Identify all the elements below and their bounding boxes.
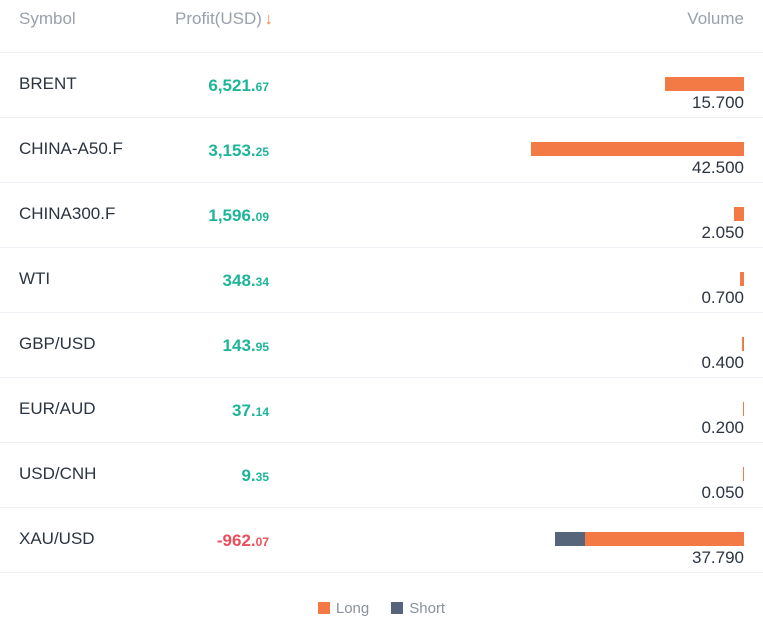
legend-short-label: Short xyxy=(409,599,446,617)
row-profit: 1,596.09 xyxy=(208,206,269,226)
row-symbol: WTI xyxy=(19,269,51,288)
long-volume-segment xyxy=(743,467,744,481)
row-symbol: BRENT xyxy=(19,74,77,93)
row-volume-value: 0.700 xyxy=(701,288,744,307)
row-volume-bar xyxy=(740,272,744,286)
row-volume-bar xyxy=(531,142,744,156)
row-profit: 37.14 xyxy=(232,401,269,421)
row-volume-value: 37.790 xyxy=(692,548,744,567)
row-profit-integer: 1,596. xyxy=(208,206,256,225)
row-profit-decimal: 34 xyxy=(255,275,269,289)
profit-volume-table: Symbol Profit(USD) ↓ Volume BRENT 6,521.67… xyxy=(0,0,763,573)
row-profit-integer: 9. xyxy=(241,466,256,485)
row-symbol: XAU/USD xyxy=(19,529,95,548)
row-symbol: USD/CNH xyxy=(19,464,97,483)
row-profit: -962.07 xyxy=(217,531,269,551)
row-volume-bar xyxy=(734,207,744,221)
row-volume-value: 42.500 xyxy=(692,158,744,177)
row-profit: 3,153.25 xyxy=(208,141,269,161)
row-profit: 143.95 xyxy=(223,336,269,356)
long-volume-segment xyxy=(734,207,744,221)
row-volume-value: 0.050 xyxy=(701,483,744,502)
row-symbol: CHINA-A50.F xyxy=(19,139,123,158)
legend-long-swatch xyxy=(317,602,330,614)
legend: Long Short xyxy=(0,598,763,618)
row-profit-decimal: 67 xyxy=(255,80,269,94)
row-profit-decimal: 95 xyxy=(255,340,269,354)
row-volume-value: 0.200 xyxy=(701,418,744,437)
row-profit-decimal: 35 xyxy=(255,470,269,484)
row-profit: 348.34 xyxy=(223,271,269,291)
row-profit: 6,521.67 xyxy=(208,76,269,96)
row-profit-decimal: 14 xyxy=(255,405,269,419)
row-profit-decimal: 09 xyxy=(255,210,269,224)
legend-short[interactable]: Short xyxy=(391,598,445,618)
row-symbol: EUR/AUD xyxy=(19,399,96,418)
table-header: Symbol Profit(USD) ↓ Volume xyxy=(0,0,763,53)
table-row[interactable]: USD/CNH 9.35 0.050 xyxy=(0,443,763,508)
long-volume-segment xyxy=(743,402,744,416)
row-volume-value: 0.400 xyxy=(701,353,744,372)
row-volume-value: 15.700 xyxy=(692,93,744,112)
row-volume-bar xyxy=(743,467,744,481)
sort-down-arrow-icon[interactable]: ↓ xyxy=(264,11,273,28)
row-volume-bar xyxy=(743,402,744,416)
long-volume-segment xyxy=(531,142,744,156)
row-symbol: GBP/USD xyxy=(19,334,96,353)
row-profit: 9.35 xyxy=(241,466,269,486)
table-row[interactable]: XAU/USD -962.07 37.790 xyxy=(0,508,763,573)
legend-long-label: Long xyxy=(335,599,370,617)
header-profit-label: Profit(USD) xyxy=(175,9,262,28)
long-volume-segment xyxy=(585,532,744,546)
short-volume-segment xyxy=(555,532,585,546)
row-profit-decimal: 07 xyxy=(255,535,269,549)
row-profit-integer: 37. xyxy=(232,401,256,420)
row-volume-bar xyxy=(742,337,744,351)
row-profit-decimal: 25 xyxy=(255,145,269,159)
row-volume-value: 2.050 xyxy=(701,223,744,242)
row-symbol: CHINA300.F xyxy=(19,204,116,223)
long-volume-segment xyxy=(665,77,744,91)
table-body: BRENT 6,521.67 15.700 CHINA-A50.F 3,153.25 42… xyxy=(0,53,763,573)
row-profit-integer: -962. xyxy=(216,531,256,550)
long-volume-segment xyxy=(740,272,744,286)
row-profit-integer: 6,521. xyxy=(208,76,256,95)
table-row[interactable]: WTI 348.34 0.700 xyxy=(0,248,763,313)
row-profit-integer: 143. xyxy=(222,336,256,355)
row-volume-bar xyxy=(555,532,744,546)
legend-long[interactable]: Long xyxy=(317,598,370,618)
row-profit-integer: 348. xyxy=(222,271,256,290)
long-volume-segment xyxy=(742,337,744,351)
header-profit-sort[interactable]: Profit(USD) ↓ xyxy=(175,9,273,29)
table-row[interactable]: BRENT 6,521.67 15.700 xyxy=(0,53,763,118)
table-row[interactable]: CHINA-A50.F 3,153.25 42.500 xyxy=(0,118,763,183)
row-profit-integer: 3,153. xyxy=(208,141,256,160)
header-symbol: Symbol xyxy=(19,9,76,28)
table-row[interactable]: EUR/AUD 37.14 0.200 xyxy=(0,378,763,443)
legend-short-swatch xyxy=(391,602,404,614)
table-row[interactable]: GBP/USD 143.95 0.400 xyxy=(0,313,763,378)
row-volume-bar xyxy=(665,77,744,91)
header-volume: Volume xyxy=(687,9,744,28)
table-row[interactable]: CHINA300.F 1,596.09 2.050 xyxy=(0,183,763,248)
